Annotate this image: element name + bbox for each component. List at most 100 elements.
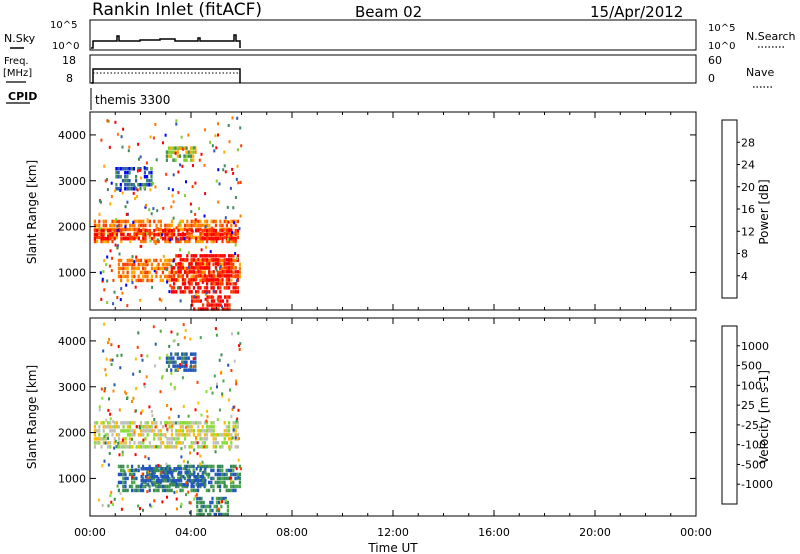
power-cell (221, 262, 224, 267)
velocity-cell (122, 480, 125, 485)
velocity-cell (199, 445, 202, 449)
velocity-cell (188, 471, 192, 475)
power-cell (135, 278, 138, 283)
power-cell (183, 158, 186, 162)
velocity-scatter-cell (135, 468, 137, 472)
velocity-scatter-cell (237, 476, 240, 479)
velocity-cell (122, 472, 125, 477)
power-cell (181, 232, 184, 237)
velocity-scatter-cell (196, 452, 199, 456)
velocity-cell (197, 464, 200, 469)
velocity-scatter-cell (103, 322, 106, 326)
power-cell (236, 290, 239, 294)
velocity-scatter-cell (223, 483, 226, 487)
power-cell (210, 254, 213, 258)
power-scatter-cell (103, 164, 106, 168)
power-cell (157, 262, 160, 267)
velocity-cell (210, 425, 213, 429)
velocity-cell (192, 433, 195, 437)
velocity-scatter-cell (147, 457, 150, 461)
velocity-cell (180, 483, 183, 487)
velocity-cell (177, 429, 180, 433)
velocity-cell (137, 433, 140, 437)
velocity-cell (202, 479, 205, 483)
power-scatter-cell (212, 295, 215, 299)
velocity-cell (166, 484, 169, 489)
velocity-cell (102, 425, 105, 429)
velocity-cell (216, 484, 219, 489)
velocity-cell (149, 467, 152, 471)
power-cell (223, 274, 226, 278)
power-cell (195, 290, 198, 294)
power-cell (217, 286, 220, 290)
power-scatter-cell (113, 290, 116, 294)
power-cell (203, 278, 206, 282)
power-cell (183, 146, 186, 150)
velocity-cell (186, 425, 189, 429)
power-cell (234, 282, 237, 286)
velocity-scatter-cell (238, 437, 240, 441)
power-cell (150, 262, 153, 267)
power-cell (201, 270, 204, 275)
velocity-cell (133, 421, 136, 425)
velocity-scatter-cell (153, 499, 156, 503)
velocity-scatter-cell (131, 475, 134, 479)
velocity-cell (142, 433, 145, 437)
y-tick-label: 3000 (58, 381, 86, 394)
power-cell (192, 150, 195, 154)
velocity-scatter-cell (145, 425, 148, 429)
colorbar-tick-label: 1000 (741, 340, 769, 353)
velocity-cell (236, 433, 239, 437)
velocity-cell (203, 441, 206, 445)
velocity-cell (159, 464, 162, 469)
power-cell (126, 227, 129, 232)
velocity-scatter-cell (109, 358, 112, 362)
velocity-cell (160, 479, 163, 483)
velocity-scatter-cell (170, 330, 173, 334)
power-scatter-cell (231, 116, 234, 120)
power-scatter-cell (114, 243, 117, 247)
power-cell (208, 266, 211, 270)
power-scatter-cell (214, 134, 217, 138)
velocity-cell (162, 433, 165, 437)
colorbar-tick-label: -500 (741, 458, 766, 471)
power-cell (221, 299, 224, 303)
velocity-cell (180, 471, 183, 475)
power-scatter-cell (234, 243, 237, 247)
power-scatter-cell (227, 238, 229, 241)
power-scatter-cell (170, 205, 173, 209)
velocity-cell (188, 464, 191, 469)
power-cell (206, 254, 209, 258)
velocity-cell (219, 468, 222, 473)
power-cell (217, 278, 220, 282)
velocity-cell (142, 429, 145, 433)
velocity-scatter-cell (230, 479, 233, 483)
velocity-cell (173, 437, 176, 441)
velocity-cell (207, 504, 210, 509)
velocity-cell (159, 437, 162, 441)
velocity-cell (234, 464, 237, 469)
power-cell (102, 223, 105, 228)
velocity-cell (180, 479, 183, 483)
power-cell (195, 299, 198, 303)
power-cell (107, 236, 110, 241)
power-scatter-cell (115, 218, 118, 222)
velocity-cell (164, 467, 167, 471)
velocity-cell (133, 429, 136, 433)
power-scatter-cell (124, 205, 127, 209)
velocity-cell (151, 483, 154, 487)
velocity-cell (205, 488, 208, 493)
velocity-scatter-cell (194, 494, 197, 498)
power-scatter-cell (228, 140, 231, 144)
power-cell (223, 258, 226, 262)
power-cell (167, 150, 171, 154)
velocity-cell (215, 508, 218, 513)
velocity-scatter-cell (196, 441, 199, 445)
power-cell (197, 258, 200, 262)
power-cell (126, 232, 129, 237)
velocity-cell (194, 360, 197, 364)
velocity-cell (221, 464, 224, 469)
power-cell (100, 236, 103, 241)
power-scatter-cell (185, 180, 187, 184)
power-scatter-cell (116, 246, 119, 249)
